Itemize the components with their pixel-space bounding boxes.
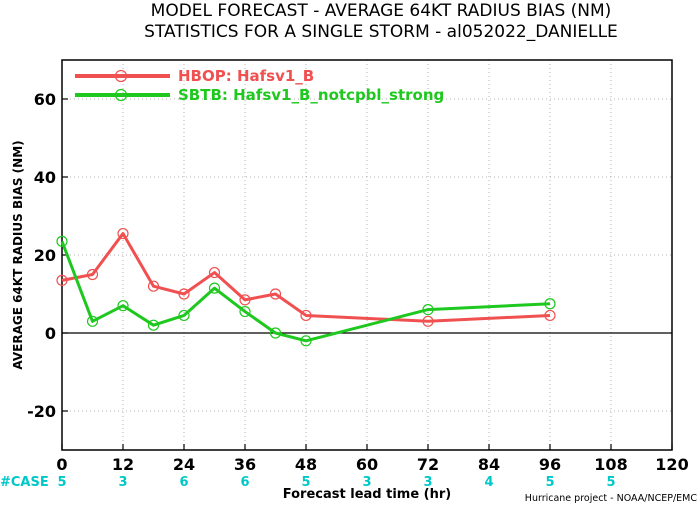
case-count: 3: [362, 475, 371, 490]
series-line: [60, 240, 551, 343]
x-tick-label: 120: [655, 455, 688, 474]
x-tick-label: 96: [539, 455, 561, 474]
chart-title-line-1: MODEL FORECAST - AVERAGE 64KT RADIUS BIA…: [151, 1, 612, 21]
x-tick-label: 0: [56, 455, 67, 474]
case-count: 3: [118, 475, 127, 490]
x-tick-label: 48: [295, 455, 317, 474]
data-point: [117, 300, 129, 312]
case-label: #CASE: [0, 475, 49, 490]
series-layer: [56, 227, 556, 347]
series-1: [56, 227, 556, 327]
data-point: [147, 280, 160, 292]
data-point: [56, 274, 68, 286]
legend-marker: [114, 88, 128, 102]
case-count: 5: [301, 475, 310, 490]
y-tick-label: 60: [34, 90, 56, 109]
series-2: [56, 235, 556, 347]
case-count: 5: [545, 475, 554, 490]
data-point: [422, 315, 434, 327]
series-line: [61, 232, 551, 323]
data-point: [56, 235, 68, 247]
x-tick-label: 108: [594, 455, 627, 474]
credit-text: Hurricane project - NOAA/NCEP/EMC: [525, 493, 698, 504]
data-point: [544, 298, 556, 310]
case-count: 5: [57, 475, 66, 490]
chart-title-line-2: STATISTICS FOR A SINGLE STORM - al052022…: [144, 22, 618, 42]
data-point: [269, 288, 282, 300]
data-point: [208, 282, 221, 294]
y-ticks: -20 0 20 40 60: [27, 90, 68, 421]
data-point: [178, 309, 190, 322]
data-point: [269, 327, 282, 339]
x-axis-label: Forecast lead time (hr): [283, 487, 451, 502]
grid: [62, 60, 672, 450]
x-tick-label: 24: [173, 455, 195, 474]
legend-marker: [114, 69, 128, 83]
data-point: [239, 305, 251, 318]
data-point: [239, 294, 251, 306]
x-tick-label: 84: [478, 455, 500, 474]
x-tick-label: 60: [356, 455, 378, 474]
legend-label: HBOP: Hafsv1_B: [178, 67, 314, 85]
data-point: [544, 309, 556, 322]
case-count: 4: [484, 475, 493, 490]
data-point: [117, 227, 129, 240]
data-point: [208, 266, 221, 279]
case-counts: 5 3 6 6 5 3 3 4 5 5: [57, 475, 615, 490]
y-tick-label: 40: [34, 168, 56, 187]
y-tick-label: -20: [27, 402, 56, 421]
case-count: 6: [179, 475, 188, 490]
y-tick-label: 0: [45, 324, 56, 343]
x-ticks: 0 12 24 36 48 60 72 84 96 108 120: [56, 444, 689, 474]
legend-label: SBTB: Hafsv1_B_notcpbl_strong: [178, 86, 444, 104]
x-tick-label: 72: [417, 455, 439, 474]
y-tick-label: 20: [34, 246, 56, 265]
data-point: [300, 309, 312, 322]
data-point: [300, 335, 312, 347]
data-point: [147, 319, 160, 331]
case-count: 5: [606, 475, 615, 490]
case-count: 6: [240, 475, 249, 490]
data-point: [422, 304, 434, 316]
data-point: [86, 268, 99, 281]
case-count: 3: [423, 475, 432, 490]
x-tick-label: 36: [234, 455, 256, 474]
data-point: [178, 288, 190, 300]
data-point: [86, 315, 99, 327]
y-axis-label: AVERAGE 64KT RADIUS BIAS (NM): [11, 140, 25, 369]
x-tick-label: 12: [112, 455, 134, 474]
